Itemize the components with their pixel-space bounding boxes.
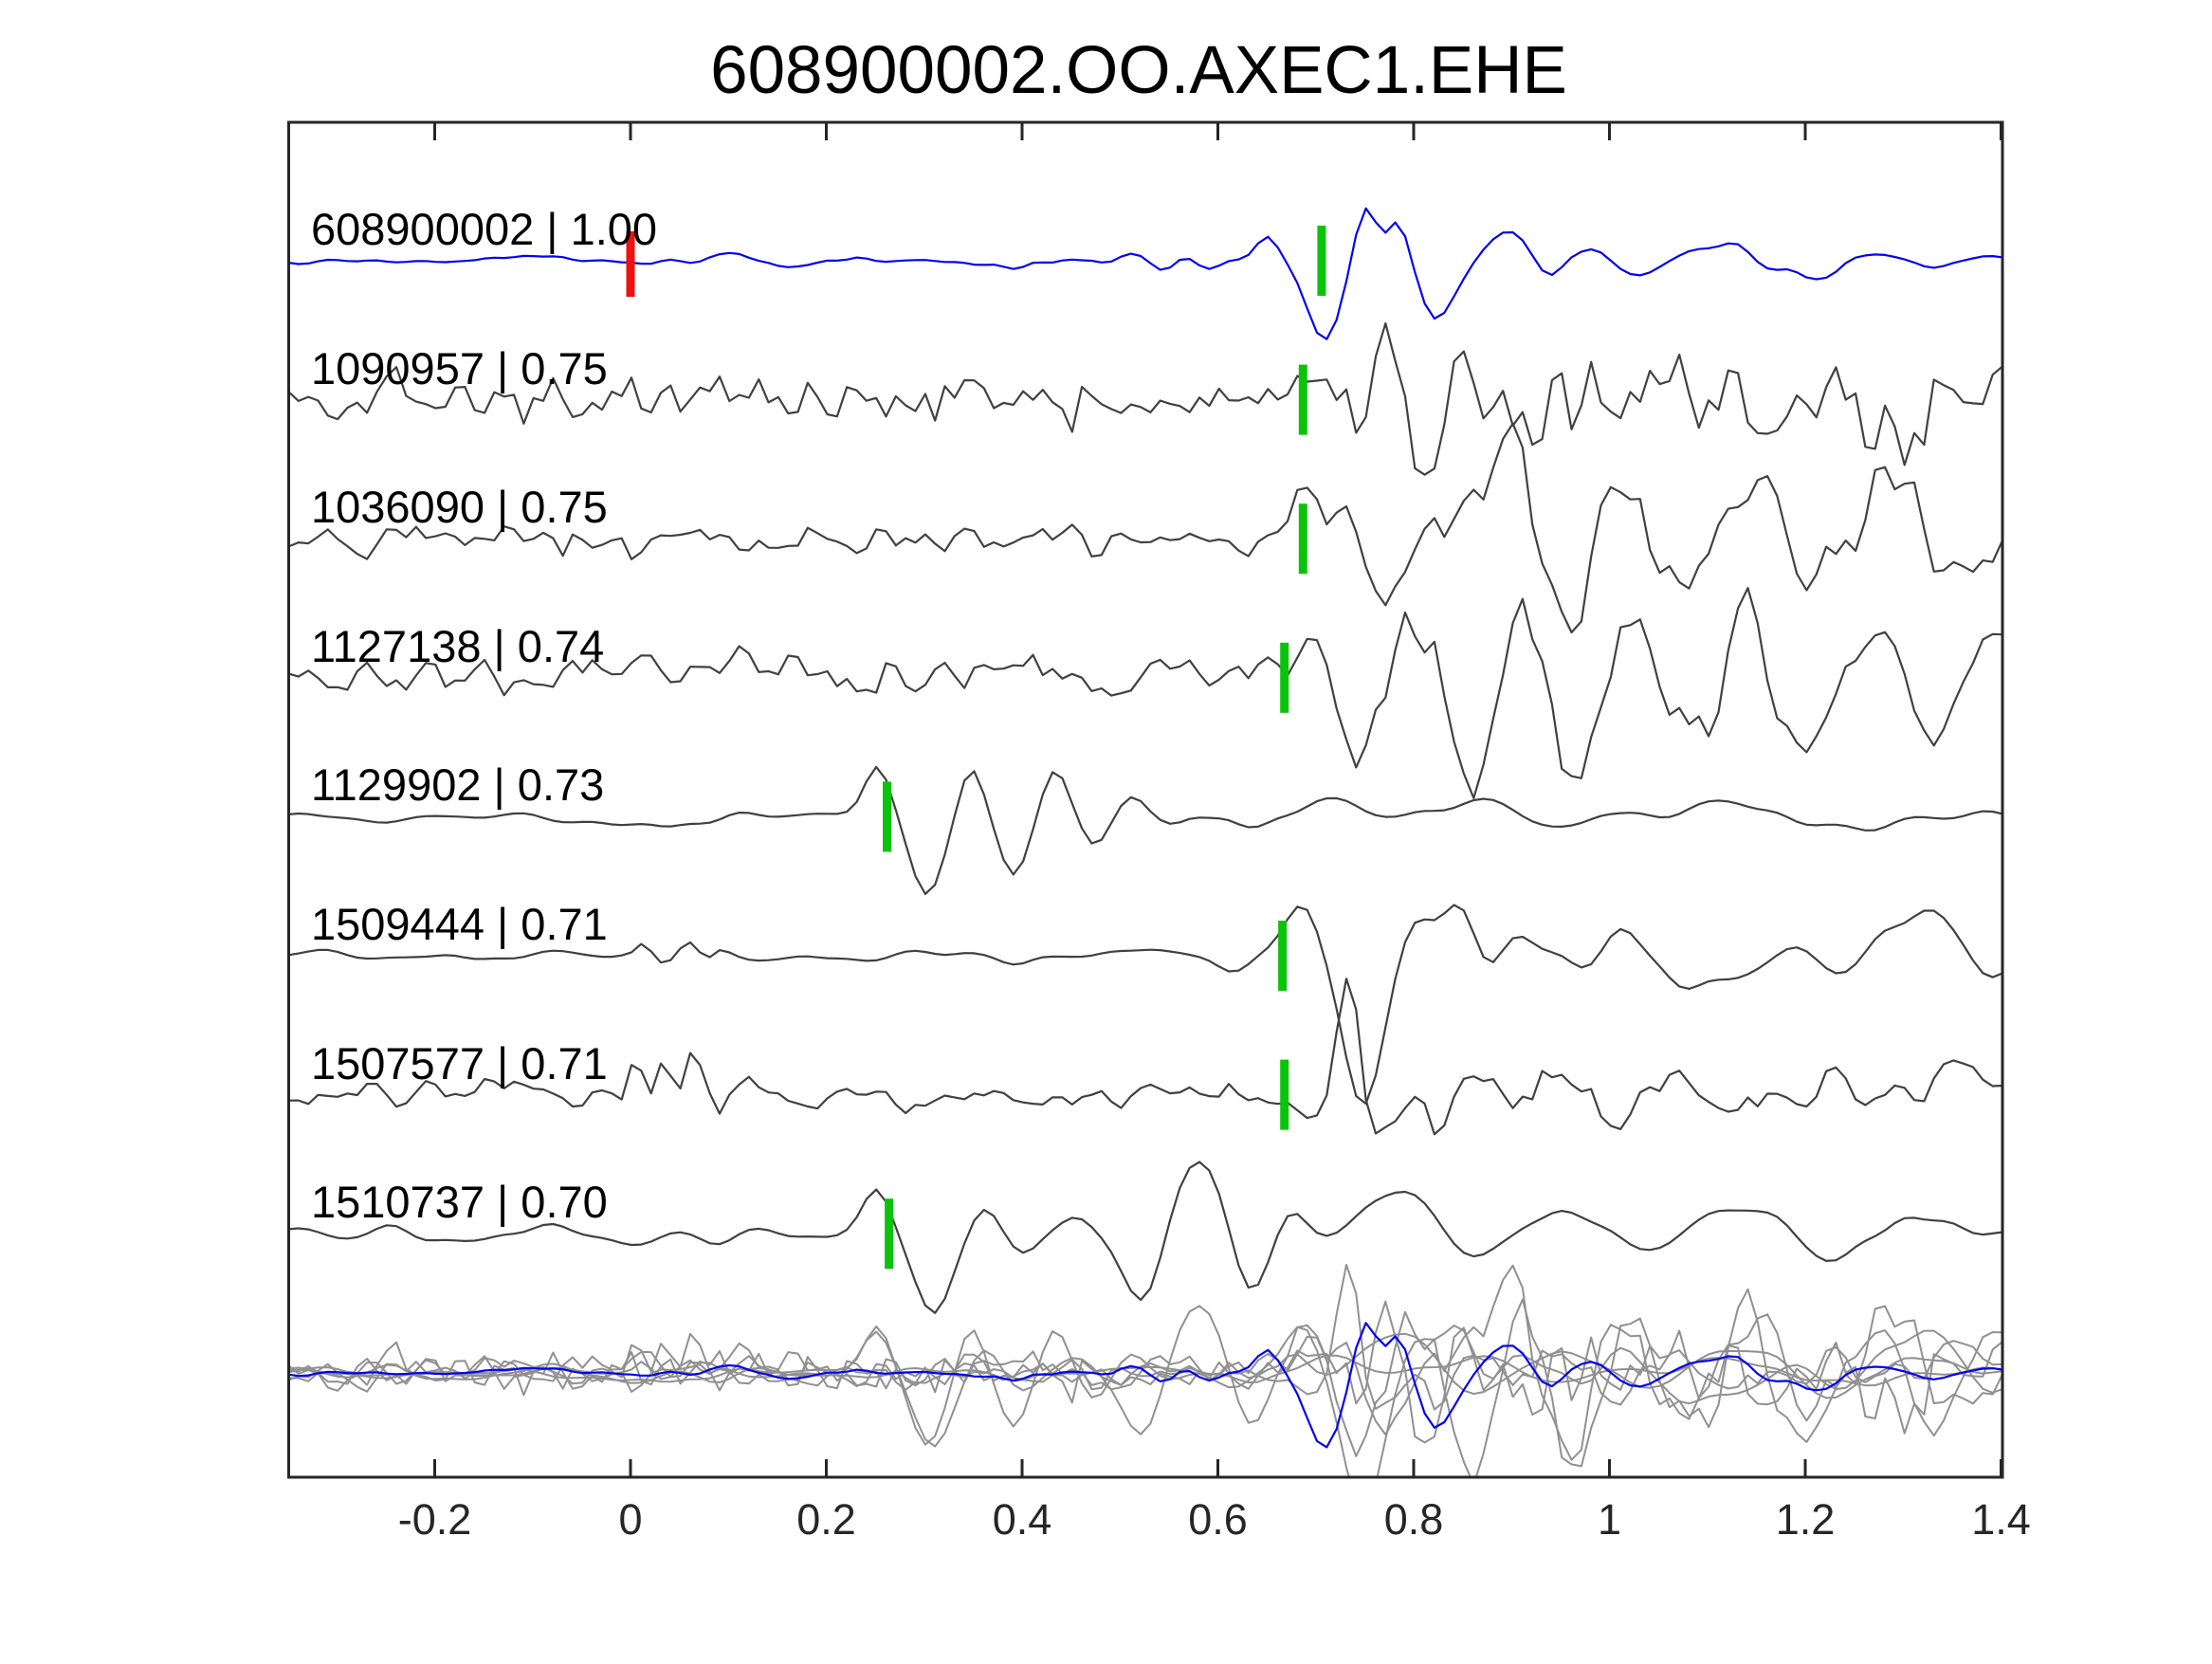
svg-text:1.2: 1.2 xyxy=(1776,1495,1836,1544)
svg-text:0.8: 0.8 xyxy=(1384,1495,1444,1544)
svg-text:0.4: 0.4 xyxy=(993,1495,1052,1544)
svg-text:0.6: 0.6 xyxy=(1188,1495,1248,1544)
svg-text:1.4: 1.4 xyxy=(1971,1495,2031,1544)
svg-text:608900002 | 1.00: 608900002 | 1.00 xyxy=(311,204,657,254)
svg-text:1036090 | 0.75: 1036090 | 0.75 xyxy=(311,482,608,532)
svg-text:1090957 | 0.75: 1090957 | 0.75 xyxy=(311,343,608,393)
svg-text:1509444 | 0.71: 1509444 | 0.71 xyxy=(311,899,608,949)
svg-text:1129902 | 0.73: 1129902 | 0.73 xyxy=(311,759,604,810)
svg-text:1127138 | 0.74: 1127138 | 0.74 xyxy=(311,621,604,671)
svg-text:1: 1 xyxy=(1598,1495,1621,1544)
svg-text:608900002.OO.AXEC1.EHE: 608900002.OO.AXEC1.EHE xyxy=(710,33,1567,108)
svg-text:0.2: 0.2 xyxy=(796,1495,856,1544)
svg-text:1510737 | 0.70: 1510737 | 0.70 xyxy=(311,1177,608,1227)
svg-text:0: 0 xyxy=(618,1495,642,1544)
svg-text:1507577 | 0.71: 1507577 | 0.71 xyxy=(311,1038,608,1088)
svg-text:-0.2: -0.2 xyxy=(398,1495,472,1544)
